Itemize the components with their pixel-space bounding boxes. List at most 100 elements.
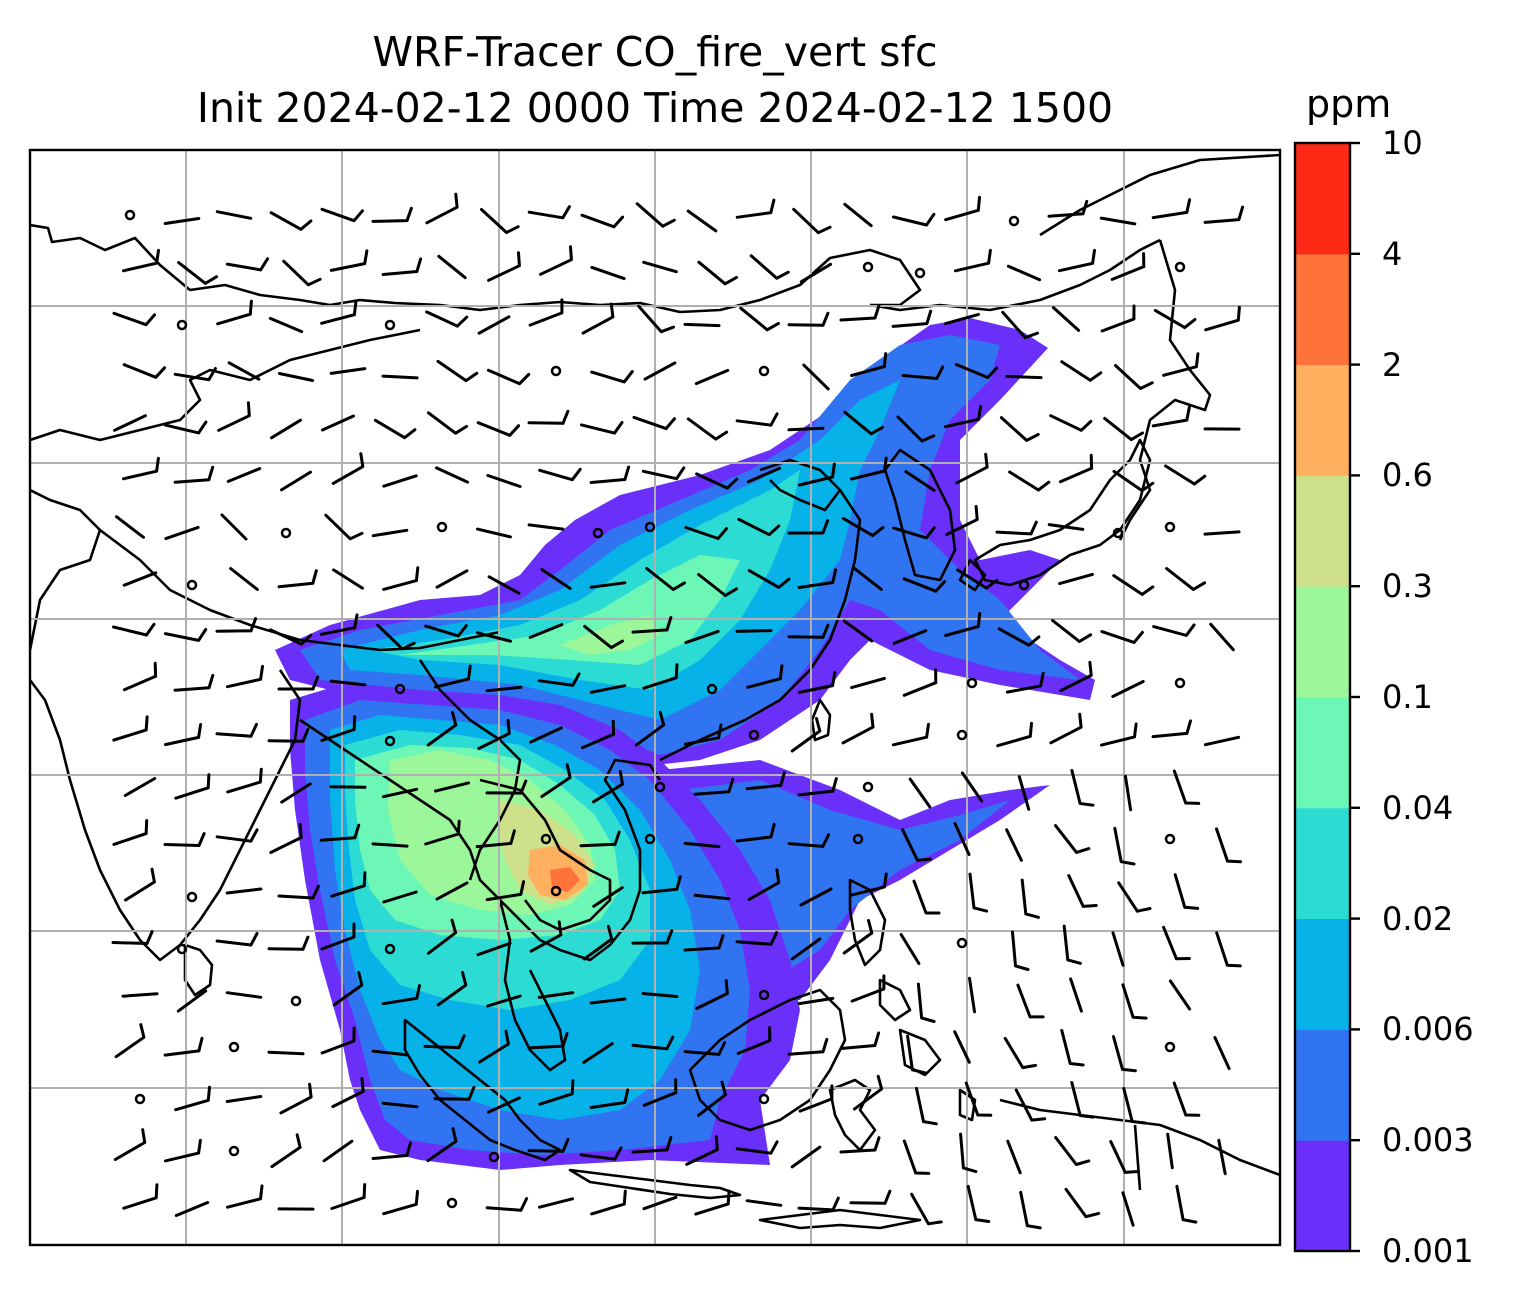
coast-mindanao (898, 1028, 942, 1077)
wind-barb (1122, 1087, 1147, 1125)
wind-barb (537, 672, 581, 687)
wind-barb (529, 920, 563, 953)
wind-barb (580, 421, 624, 435)
wind-barb (269, 823, 303, 854)
wind-barb (799, 887, 833, 907)
wind-barb (331, 1077, 365, 1109)
wind-barb (1112, 1035, 1137, 1073)
wind-barb (695, 472, 739, 490)
wind-barb (329, 785, 367, 789)
wind-barb (737, 517, 781, 537)
wind-barb (1112, 469, 1155, 493)
calm-wind-marker (862, 781, 874, 793)
wind-barb (945, 505, 979, 536)
wind-barb (964, 1081, 993, 1117)
wind-barb (226, 467, 262, 483)
wind-barb (1047, 523, 1085, 531)
wind-barb (227, 361, 261, 381)
wind-barb (226, 767, 263, 794)
calm-wind-marker (852, 833, 864, 845)
wind-barb (277, 569, 318, 589)
calm-wind-marker (956, 937, 968, 949)
wind-barb (528, 298, 564, 327)
wind-barb (1020, 878, 1040, 919)
wind-barb (745, 1199, 783, 1207)
wind-barb (371, 528, 409, 538)
calm-wind-marker (384, 943, 396, 955)
calm-wind-marker (644, 521, 656, 533)
wind-barb (1172, 769, 1201, 805)
wind-barb (485, 685, 523, 693)
wind-barb (1111, 931, 1125, 967)
wind-barb (694, 1189, 731, 1216)
wind-barb (953, 248, 992, 273)
wind-barb (960, 771, 984, 803)
wind-barb (485, 1197, 529, 1212)
wind-barb (1110, 252, 1146, 281)
wind-barb (631, 616, 673, 634)
wind-barb (697, 573, 739, 597)
border-north-1 (30, 223, 922, 314)
coast-malay (498, 899, 567, 1072)
wind-barb (1099, 216, 1137, 226)
coast-china-east (659, 489, 862, 762)
wind-barb (1047, 199, 1089, 218)
map-frame (28, 148, 1282, 1247)
wind-barb (735, 412, 779, 427)
wind-barb (381, 374, 419, 380)
wind-barb (435, 569, 469, 589)
wind-barb (164, 525, 200, 541)
wind-barb (114, 1023, 146, 1059)
wind-barb (697, 1080, 727, 1117)
coast-russia-east (1118, 239, 1212, 541)
border-west-2 (30, 488, 102, 651)
wind-barb (373, 418, 417, 440)
wind-barb (1058, 453, 1094, 484)
wind-barb (637, 304, 675, 334)
wind-barb (693, 893, 731, 901)
wind-barb (956, 568, 999, 590)
wind-barb (632, 415, 676, 431)
wind-barb (944, 312, 980, 326)
colorbar-title: ppm (1306, 82, 1392, 126)
wind-barb (849, 1189, 892, 1205)
wind-barb (1121, 1191, 1135, 1227)
wind-barb (436, 359, 479, 383)
colorbar-band (1295, 1029, 1350, 1141)
wind-barb (1060, 360, 1103, 382)
wind-barb (174, 1085, 211, 1112)
wind-barb (332, 568, 364, 590)
wind-barb (797, 1196, 840, 1212)
wind-barb (996, 721, 1033, 748)
wind-barb (954, 363, 999, 379)
wind-barb (1054, 1136, 1091, 1166)
wind-barb (163, 217, 201, 225)
calm-wind-marker (654, 781, 666, 793)
wind-barb (331, 452, 365, 485)
wind-barb (736, 1026, 772, 1055)
map-area[interactable] (30, 150, 1280, 1245)
calm-wind-marker (1008, 215, 1020, 227)
wind-barb (686, 417, 729, 441)
wind-barb (121, 992, 159, 998)
wind-barb (540, 763, 572, 798)
calm-wind-marker (228, 1041, 240, 1053)
wind-barb (319, 823, 361, 842)
wind-barb (277, 884, 320, 900)
wind-barb (694, 368, 730, 386)
coast-india (30, 669, 302, 962)
wind-barb (842, 919, 874, 955)
wind-barb (122, 571, 158, 587)
wind-barb (176, 989, 208, 1013)
map-title-line2: Init 2024-02-12 0000 Time 2024-02-12 150… (196, 84, 1114, 132)
wind-barb (1049, 712, 1083, 745)
wind-barb (280, 470, 312, 492)
wind-barb (320, 715, 357, 742)
wind-barb (1114, 364, 1154, 390)
wind-barb (371, 842, 409, 848)
colorbar-band (1295, 475, 1350, 587)
wind-barb (538, 1079, 575, 1106)
coast-china-bohai (759, 458, 842, 512)
wind-barb (1113, 826, 1136, 866)
wind-barb (436, 971, 468, 1007)
